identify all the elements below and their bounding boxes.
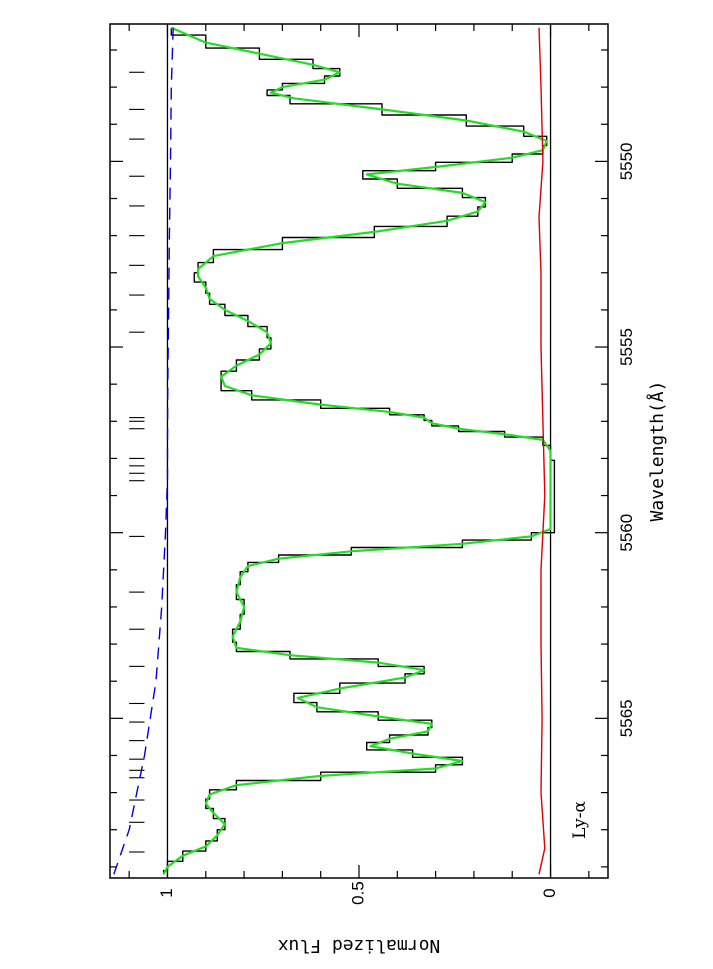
wavelength-tick-labels: 5550 5555 5560 5565 [617,142,636,737]
series-error-line [538,27,546,875]
axis-ticks [110,24,608,878]
series-fit-line [162,26,552,875]
component-marks [129,71,145,853]
reference-lines [166,24,552,878]
y-tick-label-0.5: 0.5 [348,881,367,905]
y-tick-label-0: 0 [540,888,559,897]
x-tick-label-5555: 5555 [617,328,636,366]
series-histogram-line [162,27,556,875]
y-axis-title: Normalized Flux [278,935,441,956]
flux-tick-labels: 00.51 [157,881,559,905]
series-dashed-line [113,27,174,875]
ly-alpha-label: Ly-α [570,801,590,839]
x-axis-title: Wavelength(Å) [646,381,668,522]
x-tick-label-5565: 5565 [617,699,636,737]
x-tick-label-5550: 5550 [617,142,636,180]
x-tick-label-5560: 5560 [617,514,636,552]
y-tick-label-1: 1 [157,888,176,897]
series-layer [113,26,556,875]
